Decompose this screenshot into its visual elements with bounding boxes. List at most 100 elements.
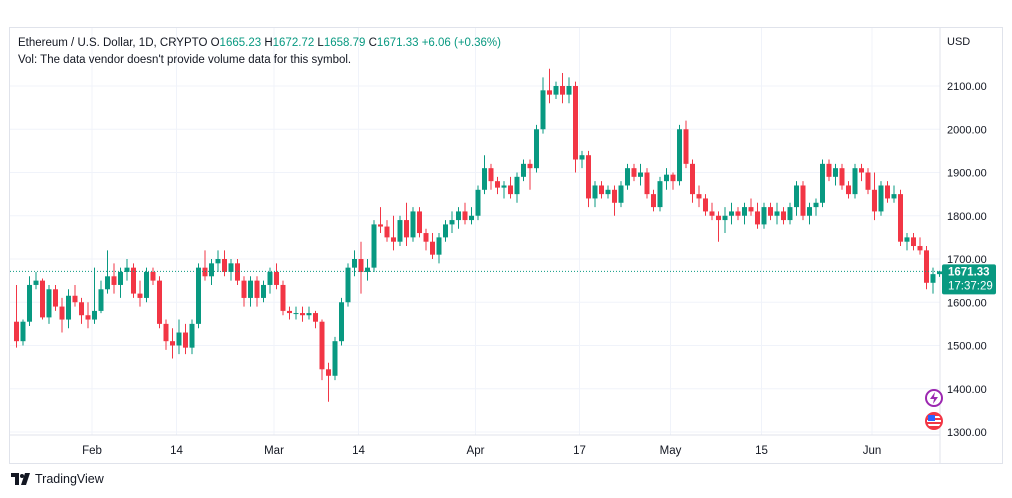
candle[interactable] xyxy=(560,73,565,104)
candle[interactable] xyxy=(261,280,266,303)
candle[interactable] xyxy=(27,276,32,327)
lightning-icon[interactable] xyxy=(925,389,943,407)
candle[interactable] xyxy=(183,323,188,355)
candle[interactable] xyxy=(365,259,370,281)
candle[interactable] xyxy=(170,328,175,359)
candle[interactable] xyxy=(196,263,201,329)
candle[interactable] xyxy=(631,163,637,182)
candle[interactable] xyxy=(657,176,663,212)
candle[interactable] xyxy=(228,259,234,281)
candle[interactable] xyxy=(677,124,682,186)
candle[interactable] xyxy=(417,207,422,238)
candle[interactable] xyxy=(592,181,598,208)
candle[interactable] xyxy=(534,124,539,173)
candle[interactable] xyxy=(280,280,286,316)
candle[interactable] xyxy=(527,159,533,190)
candle[interactable] xyxy=(807,202,812,225)
candle[interactable] xyxy=(547,68,552,104)
candle[interactable] xyxy=(274,263,279,290)
candle[interactable] xyxy=(768,202,773,221)
candle[interactable] xyxy=(495,176,500,195)
candle[interactable] xyxy=(488,163,494,190)
candle[interactable] xyxy=(124,259,130,281)
us-flag-icon[interactable] xyxy=(925,412,943,430)
candle[interactable] xyxy=(670,172,676,190)
candle[interactable] xyxy=(430,233,435,259)
candle[interactable] xyxy=(794,181,799,216)
candle[interactable] xyxy=(163,319,169,350)
candle[interactable] xyxy=(800,181,806,221)
candle[interactable] xyxy=(449,211,455,234)
candle[interactable] xyxy=(774,202,780,225)
candle[interactable] xyxy=(40,278,45,320)
candle[interactable] xyxy=(59,297,65,333)
candle[interactable] xyxy=(345,263,351,307)
candle[interactable] xyxy=(696,185,702,208)
candle[interactable] xyxy=(722,207,728,234)
candle[interactable] xyxy=(98,280,104,314)
candle[interactable] xyxy=(924,246,929,290)
candle[interactable] xyxy=(833,163,838,186)
candle[interactable] xyxy=(157,276,162,329)
candle[interactable] xyxy=(787,202,793,225)
candle[interactable] xyxy=(423,228,429,251)
candle[interactable] xyxy=(716,211,721,242)
candle[interactable] xyxy=(573,81,578,173)
tradingview-brand[interactable]: TradingView xyxy=(11,472,104,486)
candle[interactable] xyxy=(540,77,546,134)
candle[interactable] xyxy=(248,276,253,307)
candle[interactable] xyxy=(222,250,227,277)
candle[interactable] xyxy=(514,172,520,203)
candle[interactable] xyxy=(885,181,890,203)
candle[interactable] xyxy=(820,159,825,208)
candle[interactable] xyxy=(904,233,910,251)
candle[interactable] xyxy=(404,202,409,247)
candle[interactable] xyxy=(917,237,923,255)
candle[interactable] xyxy=(742,202,747,225)
candle[interactable] xyxy=(378,207,383,234)
candle[interactable] xyxy=(391,215,396,251)
candle[interactable] xyxy=(215,250,221,272)
candle[interactable] xyxy=(436,233,442,264)
symbol-title[interactable]: Ethereum / U.S. Dollar, 1D, CRYPTO xyxy=(18,37,208,49)
candle[interactable] xyxy=(72,284,78,307)
candle[interactable] xyxy=(176,319,182,355)
candle[interactable] xyxy=(105,250,110,294)
candle[interactable] xyxy=(826,159,832,182)
candle[interactable] xyxy=(761,202,767,229)
candle[interactable] xyxy=(319,319,325,381)
candle[interactable] xyxy=(755,202,760,229)
candle[interactable] xyxy=(85,302,91,329)
candle[interactable] xyxy=(839,163,845,190)
candle[interactable] xyxy=(781,207,786,225)
candle[interactable] xyxy=(33,271,39,290)
candle[interactable] xyxy=(358,241,364,294)
candle[interactable] xyxy=(118,267,123,298)
candle[interactable] xyxy=(66,289,71,329)
candle[interactable] xyxy=(202,250,208,281)
candle[interactable] xyxy=(748,198,754,216)
candle[interactable] xyxy=(254,276,260,307)
candle[interactable] xyxy=(456,207,461,229)
candle[interactable] xyxy=(878,181,884,216)
candle[interactable] xyxy=(898,189,903,247)
candle[interactable] xyxy=(566,77,572,104)
candle[interactable] xyxy=(131,263,136,298)
candle[interactable] xyxy=(235,259,240,285)
candle[interactable] xyxy=(14,284,19,348)
candle[interactable] xyxy=(644,168,650,199)
candle[interactable] xyxy=(852,163,858,199)
candle[interactable] xyxy=(709,202,715,221)
candle[interactable] xyxy=(332,336,338,381)
candle[interactable] xyxy=(865,168,871,195)
candle[interactable] xyxy=(462,202,468,225)
candle[interactable] xyxy=(371,220,377,272)
candle[interactable] xyxy=(605,185,611,199)
candle[interactable] xyxy=(872,172,877,221)
candle[interactable] xyxy=(189,319,195,355)
candle[interactable] xyxy=(859,163,864,182)
candle[interactable] xyxy=(469,207,474,225)
candle[interactable] xyxy=(911,233,916,251)
candle[interactable] xyxy=(482,155,487,195)
candle[interactable] xyxy=(20,319,26,346)
